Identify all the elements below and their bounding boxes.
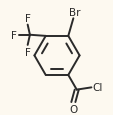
Text: Cl: Cl bbox=[92, 83, 102, 93]
Text: F: F bbox=[11, 30, 17, 40]
Text: F: F bbox=[25, 47, 30, 57]
Text: Br: Br bbox=[68, 8, 80, 18]
Text: O: O bbox=[69, 104, 77, 114]
Text: F: F bbox=[25, 14, 30, 24]
